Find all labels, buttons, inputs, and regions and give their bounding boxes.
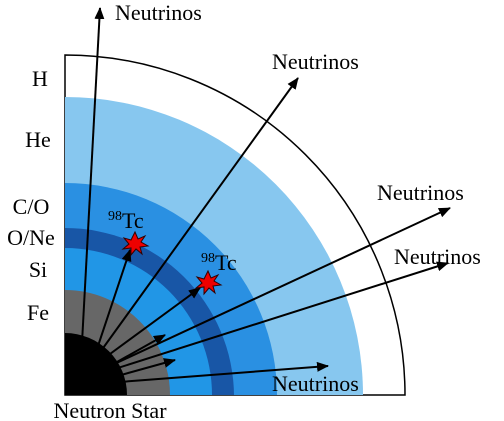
neutrino-arrow [94,249,132,356]
neutrino-arrow [79,361,329,386]
tc-burst [121,230,150,257]
isotope-symbol: Tc [122,208,144,233]
neutrino-arrow [79,261,449,381]
neutrino-arrow [94,287,201,366]
layer-label: Si [29,257,47,282]
layer-label: He [25,127,51,152]
layer-label: H [32,66,48,91]
arrows [79,7,451,386]
neutrino-label: Neutrinos [272,371,359,396]
neutrino-arrow [84,334,166,381]
neutrino-arrow [79,77,299,381]
tc-burst [194,269,223,296]
neutrino-label: Neutrinos [377,180,464,205]
neutrino-label: Neutrinos [394,244,481,269]
neutrino-arrow [79,7,105,381]
neutrino-arrow [84,358,176,386]
center-label: Neutron Star [53,398,167,421]
neutrino-label: Neutrinos [115,0,202,25]
neutrino-label: Neutrinos [272,49,359,74]
isotope-mass: 98 [108,209,122,224]
star-layers [64,54,406,396]
isotope-label: 98Tc [108,208,144,233]
isotope-symbol: Tc [215,250,237,275]
layer-label: Fe [27,300,49,325]
neutrino-arrow [79,207,451,381]
layer-label: C/O [13,194,50,219]
isotope-label: 98Tc [201,250,237,275]
isotope-mass: 98 [201,251,215,266]
layer-label: O/Ne [7,225,55,250]
